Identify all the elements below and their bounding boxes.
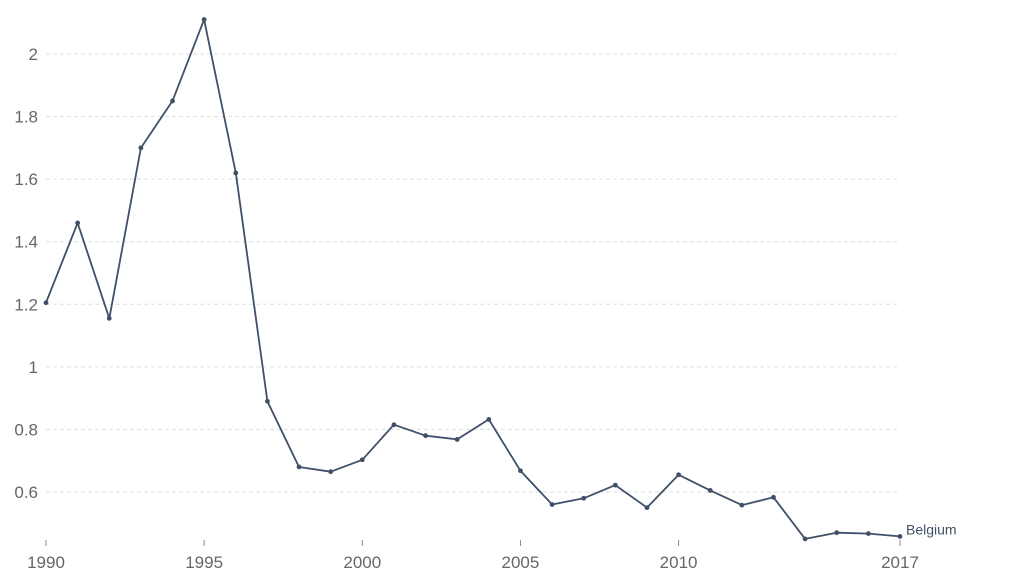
data-point [834, 530, 840, 536]
data-point [612, 482, 618, 488]
x-tick-label: 1995 [185, 553, 223, 572]
x-tick-label: 2017 [881, 553, 919, 572]
data-point [644, 505, 650, 511]
data-point [897, 534, 903, 539]
y-tick-label: 2 [29, 45, 38, 64]
data-point [581, 495, 587, 501]
x-tick-label: 1990 [27, 553, 65, 572]
data-point [296, 464, 302, 470]
data-point [865, 531, 871, 537]
y-tick-label: 1.6 [14, 170, 38, 189]
y-tick-label: 1.4 [14, 233, 38, 252]
data-point [265, 398, 270, 404]
series-label: Belgium [906, 521, 957, 537]
data-point [486, 417, 492, 422]
x-tick-label: 2010 [660, 553, 698, 572]
data-point [391, 422, 397, 428]
data-point [771, 494, 776, 500]
series-group: Belgium [43, 17, 957, 542]
data-point [75, 220, 81, 226]
data-point [423, 433, 428, 439]
y-gridlines [46, 53, 900, 493]
data-point [676, 472, 681, 478]
data-point [106, 315, 112, 321]
data-point [549, 502, 555, 507]
x-tick-label: 2000 [343, 553, 381, 572]
y-tick-label: 0.8 [14, 420, 38, 439]
x-tick-label: 2005 [502, 553, 540, 572]
data-point [43, 300, 49, 306]
y-tick-label: 1.8 [14, 108, 38, 127]
data-point [170, 98, 175, 104]
y-axis: 0.6 0.8 1 1.2 1.4 1.6 1.8 2 [14, 45, 38, 502]
data-point [359, 457, 365, 463]
data-point [802, 536, 808, 542]
data-point [454, 437, 460, 442]
data-point [707, 488, 713, 493]
x-axis: 1990 1995 2000 2005 2010 2017 [27, 540, 919, 572]
y-tick-label: 1 [29, 358, 38, 377]
data-point [739, 502, 745, 508]
data-point [201, 17, 207, 22]
y-tick-label: 0.6 [14, 483, 38, 502]
data-point [328, 469, 334, 475]
y-tick-label: 1.2 [14, 295, 38, 314]
series-line-belgium [45, 18, 901, 540]
data-point [138, 145, 144, 151]
data-point [518, 468, 523, 474]
data-point [233, 170, 239, 176]
